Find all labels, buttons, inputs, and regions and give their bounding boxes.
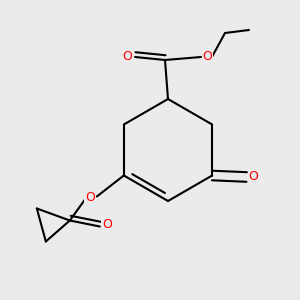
Text: O: O [202, 50, 212, 63]
Text: O: O [85, 191, 95, 204]
Text: O: O [123, 50, 132, 63]
Text: O: O [102, 218, 112, 232]
Text: O: O [248, 170, 258, 183]
